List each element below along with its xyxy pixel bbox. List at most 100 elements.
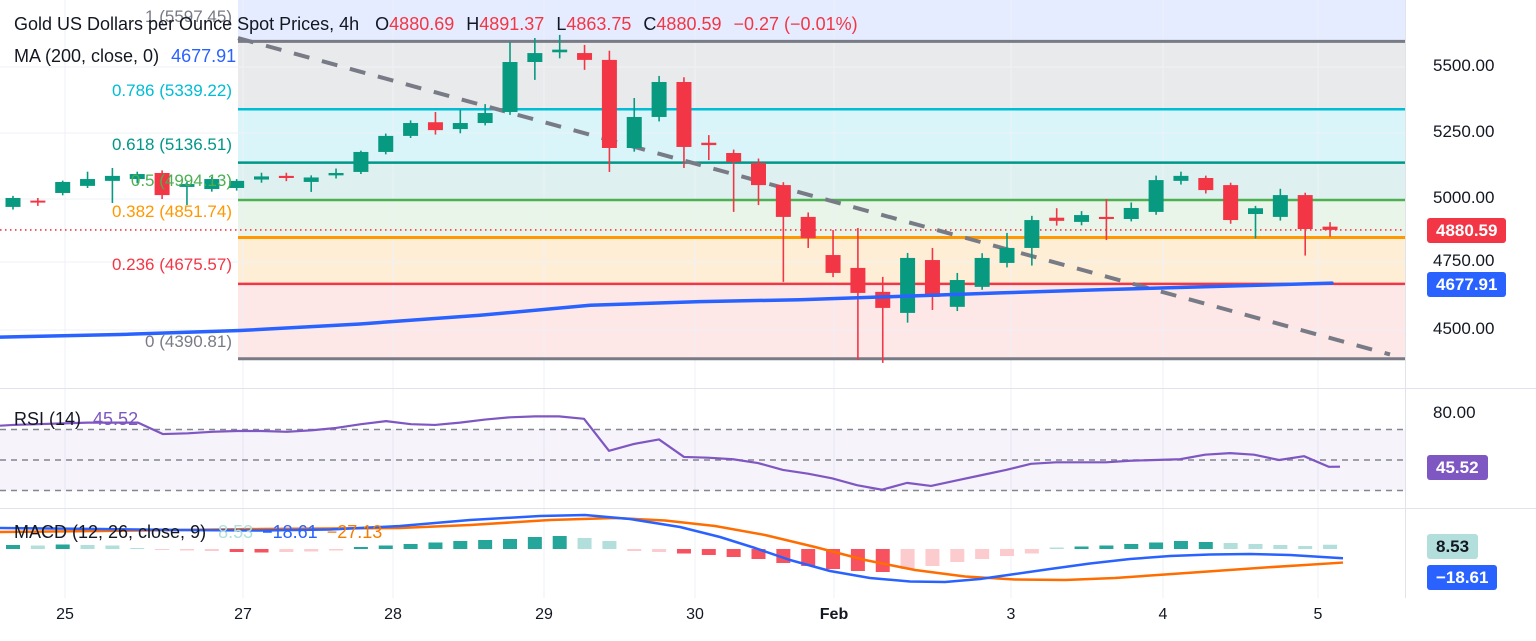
- macd-hist-bar: [179, 549, 194, 551]
- candle-body: [900, 257, 916, 313]
- price-axis[interactable]: 5500.00 5250.00 5000.00 4750.00 4500.00 80.00…: [1406, 0, 1536, 598]
- rsi-line[interactable]: [0, 415, 1341, 491]
- ma200-line[interactable]: [0, 281, 1334, 339]
- macd-hist-bar: [1248, 544, 1263, 549]
- candle-body: [1223, 185, 1239, 221]
- macd-hist-bar: [701, 549, 716, 555]
- candle-body: [626, 116, 642, 149]
- time-label-27: 27: [234, 606, 252, 623]
- fib-band-0.236: [238, 283, 1405, 359]
- macd-line[interactable]: [0, 513, 1344, 584]
- macd-hist-bar: [1323, 544, 1338, 549]
- macd-hist-bar: [726, 549, 741, 557]
- time-label-25: 25: [56, 606, 74, 623]
- candle-body: [80, 179, 96, 186]
- macd-hist-bar: [602, 541, 617, 549]
- price-tick-label: 5500.00: [1433, 56, 1495, 75]
- time-label-30: 30: [686, 606, 704, 623]
- price-tick-label: 5250.00: [1433, 122, 1495, 141]
- candle-body: [1098, 216, 1114, 220]
- candle-body: [825, 255, 841, 273]
- candle-body: [1024, 220, 1040, 248]
- candle-body: [477, 113, 493, 124]
- macd-hist-bar: [229, 549, 244, 552]
- macd-hist-bar: [652, 549, 667, 552]
- macd-hist-bar: [1000, 549, 1014, 556]
- macd-hist-bar: [428, 542, 443, 549]
- rsi-tick-label: 80.00: [1433, 403, 1476, 422]
- candle-body: [676, 81, 692, 147]
- macd-hist-bar: [130, 548, 145, 549]
- macd-hist-bar: [751, 549, 766, 559]
- macd-line-badge: −18.61: [1427, 564, 1498, 590]
- macd-hist-badge: 8.53: [1427, 533, 1479, 559]
- candle-body: [104, 175, 120, 181]
- macd-hist-bar: [1298, 546, 1313, 549]
- macd-hist-bar: [279, 549, 294, 552]
- trendline[interactable]: [237, 36, 1391, 357]
- last-price-badge: 4880.59: [1427, 217, 1507, 243]
- candle-body: [1173, 175, 1189, 181]
- macd-hist-bar: [55, 544, 70, 549]
- candle-body: [974, 257, 990, 287]
- candle-body: [378, 135, 394, 152]
- time-label-3: 3: [1006, 606, 1016, 623]
- macd-hist-bar: [950, 549, 965, 562]
- candle-body: [1272, 195, 1288, 217]
- macd-hist-bar: [304, 549, 319, 552]
- candle-body: [527, 53, 543, 63]
- macd-hist-bar: [80, 545, 95, 549]
- time-label-29: 29: [535, 606, 553, 623]
- macd-hist-bar: [353, 547, 368, 549]
- candle-body: [875, 291, 891, 308]
- macd-hist-bar: [900, 549, 915, 569]
- fib-band-0.382: [238, 237, 1405, 284]
- candle-body: [5, 197, 21, 207]
- macd-hist-bar: [627, 549, 642, 551]
- macd-hist-bar: [676, 549, 691, 554]
- macd-hist-bar: [1173, 541, 1188, 549]
- macd-hist-bar: [503, 539, 517, 549]
- fib-band-0.5: [238, 200, 1405, 238]
- candle-body: [800, 216, 816, 238]
- fib-band-above-1: [238, 0, 1405, 42]
- macd-hist-bar: [30, 545, 45, 549]
- time-label-4: 4: [1158, 606, 1168, 623]
- candle-body: [850, 267, 866, 293]
- price-tick-label: 5000.00: [1433, 188, 1495, 207]
- candle-body: [204, 179, 220, 190]
- macd-hist-bar: [204, 549, 219, 551]
- candle-body: [403, 123, 419, 136]
- candle-body: [651, 81, 667, 117]
- macd-hist-bar: [478, 540, 493, 549]
- macd-hist-bar: [1099, 545, 1114, 549]
- macd-hist-bar: [552, 536, 567, 549]
- candle-body: [552, 49, 568, 53]
- candle-body: [1322, 226, 1338, 230]
- candle-body: [775, 185, 791, 217]
- macd-hist-bar: [850, 549, 865, 571]
- time-label-28: 28: [384, 606, 402, 623]
- time-axis[interactable]: 25 27 28 29 30 Feb 3 4 5: [0, 598, 1536, 641]
- time-label-Feb: Feb: [819, 606, 849, 623]
- macd-hist-bar: [1198, 542, 1213, 549]
- macd-hist-bar: [1149, 542, 1164, 549]
- price-tick-label: 4500.00: [1433, 319, 1495, 338]
- fib-band-1: [238, 41, 1405, 110]
- macd-signal-line[interactable]: [0, 516, 1344, 582]
- candle-body: [726, 153, 742, 162]
- ma-value-badge: 4677.91: [1427, 271, 1507, 297]
- candle-body: [1049, 217, 1065, 221]
- candle-body: [129, 174, 145, 180]
- macd-hist-bar: [1273, 545, 1288, 549]
- macd-hist-bar: [105, 545, 120, 549]
- candle-body: [30, 200, 46, 203]
- candle-body: [577, 53, 593, 60]
- candle-body: [701, 142, 717, 146]
- fib-band-0.786: [238, 109, 1405, 163]
- candle-body: [229, 180, 245, 188]
- macd-hist-bar: [1049, 547, 1064, 549]
- macd-hist-bar: [1124, 544, 1139, 549]
